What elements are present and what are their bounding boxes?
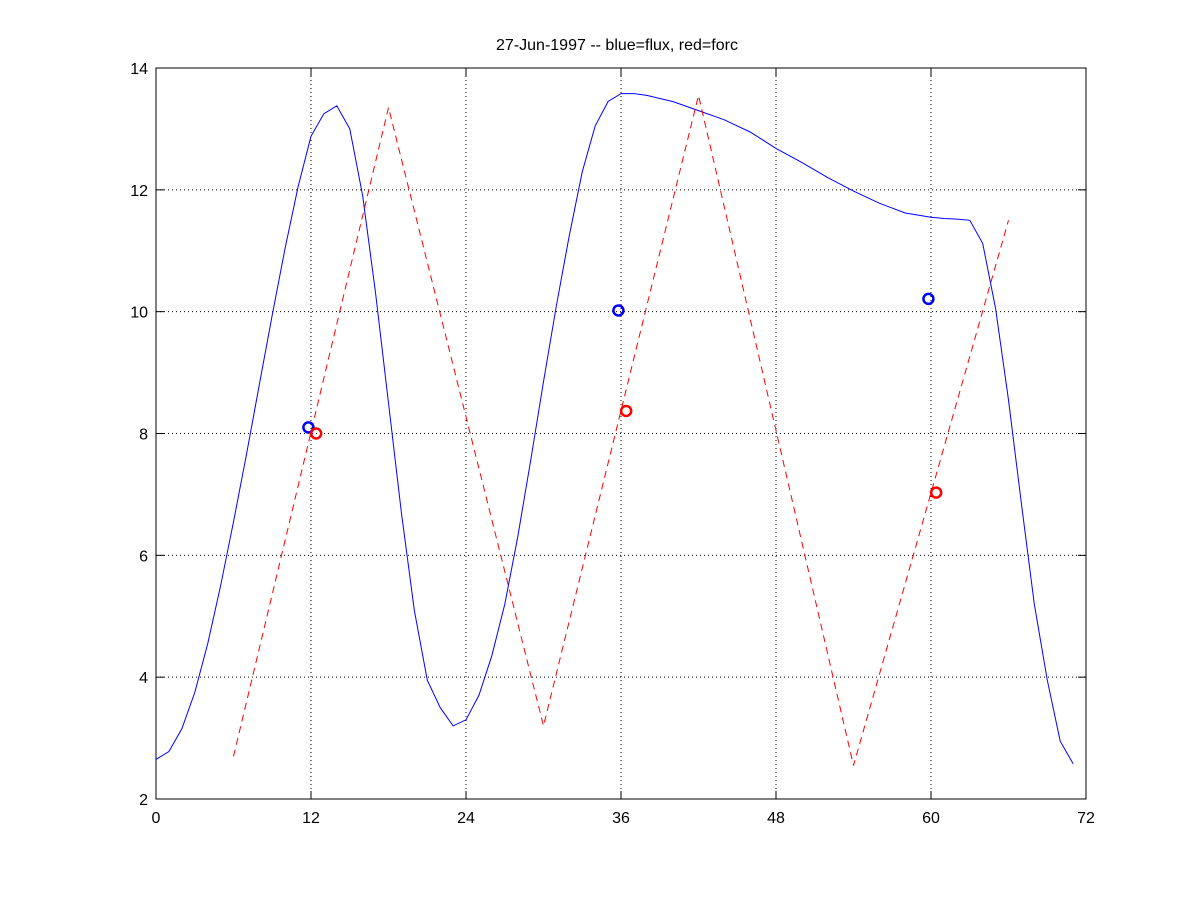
grid bbox=[156, 68, 1086, 799]
x-tick-label: 0 bbox=[152, 810, 161, 827]
data-marker-2 bbox=[612, 304, 625, 317]
data-marker-3 bbox=[619, 404, 633, 418]
x-tick-label: 24 bbox=[457, 810, 475, 827]
markers-layer bbox=[302, 292, 943, 499]
y-tick-label: 12 bbox=[130, 183, 148, 200]
chart-title: 27-Jun-1997 -- blue=flux, red=forc bbox=[496, 37, 738, 54]
y-tick-label: 14 bbox=[130, 61, 148, 78]
series-line-1 bbox=[233, 95, 1009, 766]
x-tick-label: 36 bbox=[612, 810, 630, 827]
x-tick-label: 72 bbox=[1077, 810, 1095, 827]
data-marker-4 bbox=[922, 292, 935, 306]
data-marker-5 bbox=[929, 486, 943, 499]
y-tick-label: 6 bbox=[139, 548, 148, 565]
y-tick-label: 2 bbox=[139, 792, 148, 809]
y-tick-label: 4 bbox=[139, 670, 148, 687]
series-layer bbox=[155, 93, 1074, 766]
data-marker-1 bbox=[309, 427, 323, 440]
series-line-0 bbox=[155, 93, 1074, 764]
x-tick-label: 12 bbox=[302, 810, 320, 827]
x-tick-label: 48 bbox=[767, 810, 785, 827]
y-tick-label: 8 bbox=[139, 427, 148, 444]
data-marker-0 bbox=[302, 421, 315, 434]
y-tick-label: 10 bbox=[130, 305, 148, 322]
x-tick-label: 60 bbox=[922, 810, 940, 827]
